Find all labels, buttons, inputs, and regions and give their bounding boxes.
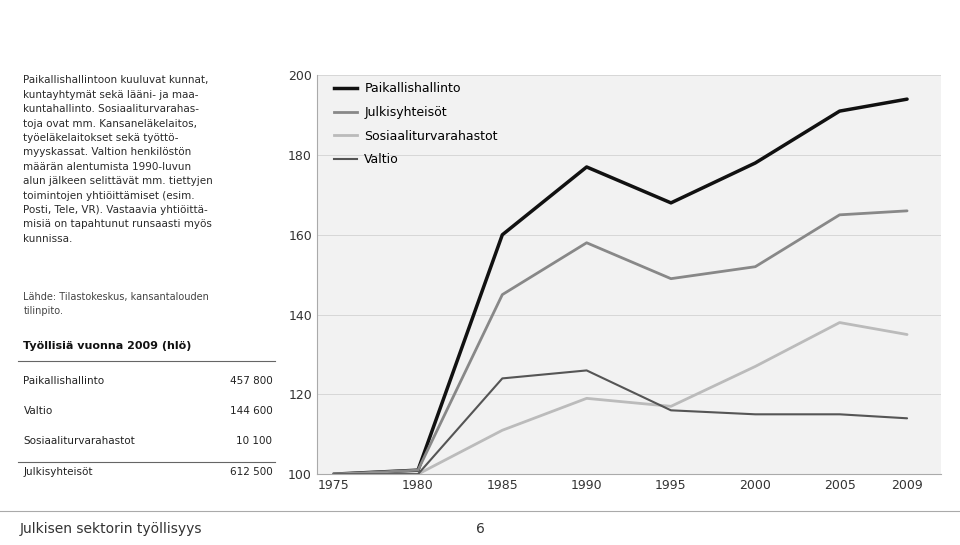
Valtio	[328, 471, 340, 477]
Legend: Paikallishallinto, Julkisyhteisöt, Sosiaaliturvarahastot, Valtio: Paikallishallinto, Julkisyhteisöt, Sosia…	[329, 77, 503, 171]
Valtio	[834, 411, 846, 417]
Text: Valtio: Valtio	[23, 407, 53, 416]
Paikallishallinto	[581, 164, 592, 170]
Text: 144 600: 144 600	[229, 407, 273, 416]
Text: Julkisen sektorin työllisyys: Julkisen sektorin työllisyys	[19, 522, 202, 536]
Valtio	[581, 367, 592, 374]
Text: Lähde: Tilastokeskus, kansantalouden
tilinpito.: Lähde: Tilastokeskus, kansantalouden til…	[23, 292, 209, 316]
Julkisyhteisöt	[665, 275, 677, 282]
Text: 6: 6	[475, 522, 485, 536]
Julkisyhteisöt	[328, 471, 340, 477]
Valtio	[665, 407, 677, 414]
Paikallishallinto	[834, 108, 846, 114]
Julkisyhteisöt	[901, 208, 913, 214]
Julkisyhteisöt	[834, 211, 846, 218]
Valtio	[901, 415, 913, 422]
Text: Julkisyhteisöjen työvoiman kehitys
1975-2009 (indeksi, 1975=100): Julkisyhteisöjen työvoiman kehitys 1975-…	[358, 19, 598, 52]
Text: Kuvio 3.: Kuvio 3.	[293, 19, 356, 33]
Text: Työllisiä vuonna 2009 (hlö): Työllisiä vuonna 2009 (hlö)	[23, 341, 192, 351]
Julkisyhteisöt	[750, 263, 761, 270]
Sosiaaliturvarahastot	[496, 427, 508, 433]
Text: Sosiaaliturvarahastot: Sosiaaliturvarahastot	[23, 437, 135, 446]
Sosiaaliturvarahastot	[665, 403, 677, 410]
Julkisyhteisöt	[412, 467, 423, 474]
Sosiaaliturvarahastot	[834, 319, 846, 326]
Line: Sosiaaliturvarahastot: Sosiaaliturvarahastot	[334, 323, 907, 474]
Paikallishallinto	[750, 160, 761, 166]
Sosiaaliturvarahastot	[328, 471, 340, 477]
Text: Julkisyhteisöt: Julkisyhteisöt	[23, 467, 93, 476]
Line: Valtio: Valtio	[334, 371, 907, 474]
Paikallishallinto	[412, 467, 423, 474]
Line: Julkisyhteisöt: Julkisyhteisöt	[334, 211, 907, 474]
Text: 612 500: 612 500	[229, 467, 273, 476]
Sosiaaliturvarahastot	[581, 395, 592, 402]
Sosiaaliturvarahastot	[412, 471, 423, 477]
Julkisyhteisöt	[496, 292, 508, 298]
Text: Paikallishallintoon kuuluvat kunnat,
kuntayhtymät sekä lääni- ja maa-
kuntahalli: Paikallishallintoon kuuluvat kunnat, kun…	[23, 75, 213, 244]
Text: 457 800: 457 800	[229, 376, 273, 386]
Paikallishallinto	[665, 199, 677, 206]
Paikallishallinto	[496, 232, 508, 238]
Valtio	[750, 411, 761, 417]
Valtio	[412, 471, 423, 477]
Text: 10 100: 10 100	[236, 437, 273, 446]
Sosiaaliturvarahastot	[750, 363, 761, 370]
Text: Paikallishallinto: Paikallishallinto	[23, 376, 105, 386]
Valtio	[496, 375, 508, 382]
Paikallishallinto	[901, 96, 913, 102]
Paikallishallinto	[328, 471, 340, 477]
Line: Paikallishallinto: Paikallishallinto	[334, 99, 907, 474]
Sosiaaliturvarahastot	[901, 331, 913, 338]
Julkisyhteisöt	[581, 239, 592, 246]
